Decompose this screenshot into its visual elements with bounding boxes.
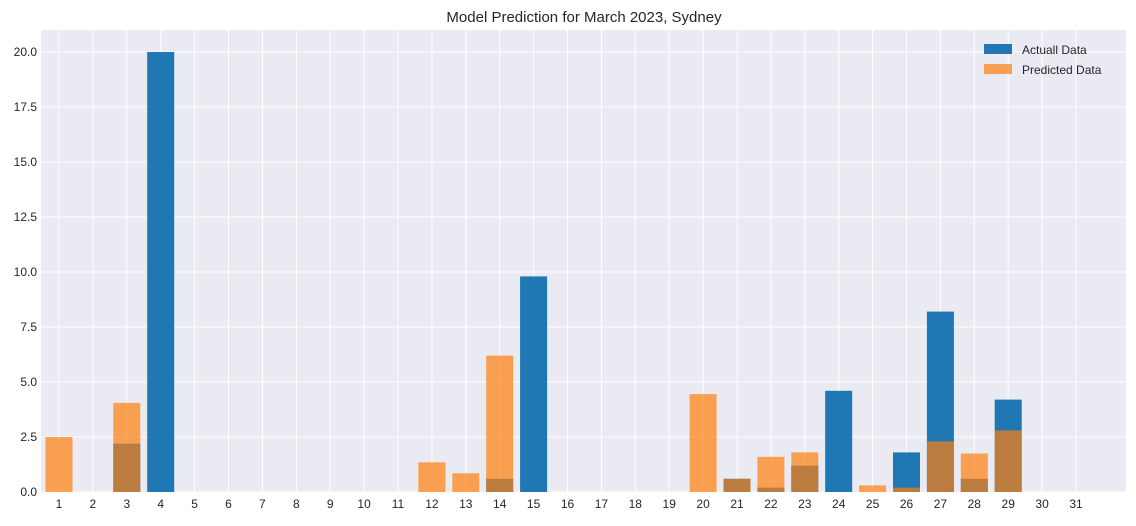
bar-predicted bbox=[960, 453, 988, 492]
x-tick-label: 6 bbox=[225, 497, 232, 511]
y-tick-label: 7.5 bbox=[20, 320, 37, 334]
y-tick-label: 2.5 bbox=[20, 430, 37, 444]
x-tick-label: 25 bbox=[866, 497, 880, 511]
bar-predicted bbox=[452, 473, 480, 492]
legend-label-predicted: Predicted Data bbox=[1022, 63, 1102, 77]
bar-actual bbox=[147, 52, 175, 492]
x-tick-label: 22 bbox=[764, 497, 778, 511]
bar-predicted bbox=[689, 394, 717, 492]
x-tick-label: 31 bbox=[1069, 497, 1083, 511]
x-tick-labels: 1 2 3 4 5 6 7 8 9 10 11 12 13 14 15 16 17 18 19 20 21 22 23 24 2… bbox=[56, 497, 1083, 511]
x-tick-label: 12 bbox=[425, 497, 439, 511]
x-tick-label: 17 bbox=[595, 497, 609, 511]
bar-predicted bbox=[859, 485, 887, 492]
bar-predicted bbox=[994, 430, 1022, 492]
bar-predicted bbox=[418, 462, 446, 492]
x-tick-label: 15 bbox=[527, 497, 541, 511]
y-tick-label: 0.0 bbox=[20, 485, 37, 499]
bar-actual bbox=[825, 390, 853, 492]
bar-predicted bbox=[723, 478, 751, 492]
x-tick-label: 7 bbox=[259, 497, 266, 511]
bar-predicted bbox=[926, 441, 954, 492]
bar-actual bbox=[520, 276, 548, 492]
x-tick-label: 28 bbox=[968, 497, 982, 511]
x-tick-label: 26 bbox=[900, 497, 914, 511]
y-tick-label: 12.5 bbox=[14, 210, 38, 224]
y-tick-label: 20.0 bbox=[14, 45, 38, 59]
x-tick-label: 8 bbox=[293, 497, 300, 511]
x-tick-label: 10 bbox=[357, 497, 371, 511]
bar-predicted bbox=[757, 456, 785, 492]
y-tick-label: 5.0 bbox=[20, 375, 37, 389]
x-tick-label: 27 bbox=[934, 497, 948, 511]
legend-swatch-predicted bbox=[984, 64, 1012, 74]
x-tick-label: 21 bbox=[730, 497, 744, 511]
plot-area bbox=[41, 30, 1126, 492]
bar-predicted bbox=[791, 452, 819, 492]
x-tick-label: 18 bbox=[629, 497, 643, 511]
bar-predicted bbox=[113, 402, 141, 492]
x-tick-label: 14 bbox=[493, 497, 507, 511]
x-tick-label: 1 bbox=[56, 497, 63, 511]
y-tick-labels: 0.0 2.5 5.0 7.5 10.0 12.5 15.0 17.5 20.0 bbox=[14, 45, 38, 499]
legend: Actuall Data Predicted Data bbox=[984, 43, 1102, 77]
x-tick-label: 29 bbox=[1002, 497, 1016, 511]
bar-predicted bbox=[45, 437, 73, 492]
x-tick-label: 2 bbox=[90, 497, 97, 511]
bar-predicted bbox=[893, 487, 920, 492]
x-tick-label: 11 bbox=[392, 497, 405, 511]
bar-predicted bbox=[486, 355, 514, 492]
y-tick-label: 17.5 bbox=[14, 100, 38, 114]
legend-label-actual: Actuall Data bbox=[1022, 43, 1087, 57]
bar-actual bbox=[893, 452, 920, 492]
y-tick-label: 10.0 bbox=[14, 265, 38, 279]
chart-title: Model Prediction for March 2023, Sydney bbox=[446, 9, 722, 26]
x-tick-label: 5 bbox=[191, 497, 198, 511]
x-tick-label: 19 bbox=[663, 497, 677, 511]
x-tick-label: 24 bbox=[832, 497, 846, 511]
x-tick-label: 4 bbox=[157, 497, 164, 511]
x-tick-label: 9 bbox=[327, 497, 334, 511]
x-tick-label: 30 bbox=[1035, 497, 1049, 511]
bars bbox=[45, 52, 1022, 492]
x-tick-label: 3 bbox=[123, 497, 130, 511]
x-tick-label: 13 bbox=[459, 497, 473, 511]
y-tick-label: 15.0 bbox=[14, 155, 38, 169]
x-tick-label: 16 bbox=[561, 497, 575, 511]
x-tick-label: 23 bbox=[798, 497, 812, 511]
legend-swatch-actual bbox=[984, 44, 1012, 54]
x-tick-label: 20 bbox=[696, 497, 710, 511]
